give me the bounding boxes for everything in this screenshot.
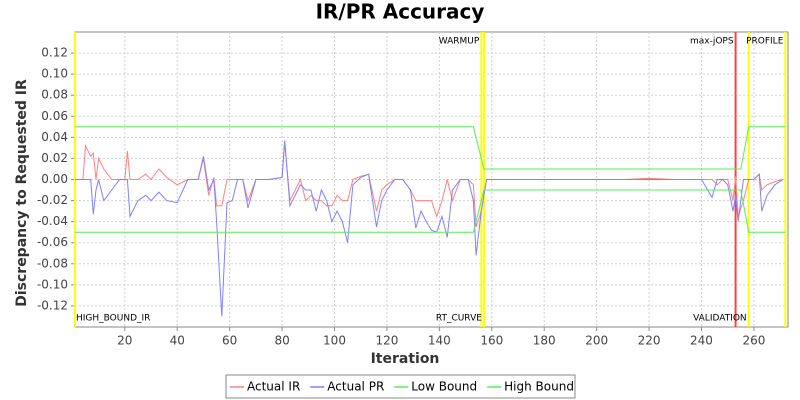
legend-label: Low Bound (411, 380, 477, 394)
x-tick-label: 120 (375, 334, 398, 348)
y-tick-label: -0.04 (37, 214, 68, 228)
x-tick-label: 180 (533, 334, 556, 348)
y-axis-label: Discrepancy to Requested IR (14, 79, 30, 307)
x-tick-label: 160 (480, 334, 503, 348)
y-tick-label: 0.04 (41, 130, 68, 144)
y-tick-label: -0.10 (37, 277, 68, 291)
y-tick-label: 0.08 (41, 88, 68, 102)
marker-label: max-jOPS (690, 37, 734, 47)
series-line (75, 126, 786, 170)
x-tick-label: 200 (585, 334, 608, 348)
y-tick-label: 0.02 (41, 151, 68, 165)
y-tick-label: 0.12 (41, 46, 68, 60)
y-tick-label: 0.10 (41, 67, 68, 81)
x-tick-label: 100 (323, 334, 346, 348)
x-tick-label: 80 (274, 334, 289, 348)
y-tick-label: -0.02 (37, 193, 68, 207)
y-tick-label: -0.12 (37, 298, 68, 312)
y-tick-label: -0.08 (37, 256, 68, 270)
x-tick-label: 40 (170, 334, 185, 348)
series-line (75, 140, 784, 317)
marker-label: PROFILE (746, 37, 784, 47)
y-tick-label: -0.06 (37, 235, 68, 249)
marker-label: HIGH_BOUND_IR (76, 314, 150, 324)
series-line (75, 189, 786, 233)
marker-label: VALIDATION (693, 314, 747, 324)
x-tick-label: 140 (428, 334, 451, 348)
x-tick-label: 240 (690, 334, 713, 348)
legend-label: Actual IR (247, 380, 300, 394)
x-tick-label: 260 (742, 334, 765, 348)
x-tick-label: 220 (638, 334, 661, 348)
y-tick-label: 0.06 (41, 109, 68, 123)
y-tick-label: 0.00 (41, 172, 68, 186)
marker-label: WARMUP (439, 37, 480, 47)
x-axis-label: Iteration (371, 351, 440, 367)
chart-title: IR/PR Accuracy (316, 0, 485, 24)
legend-label: Actual PR (327, 380, 384, 394)
x-tick-label: 20 (117, 334, 132, 348)
legend-label: High Bound (504, 380, 574, 394)
x-tick-label: 60 (222, 334, 237, 348)
marker-label: RT_CURVE (436, 314, 482, 324)
